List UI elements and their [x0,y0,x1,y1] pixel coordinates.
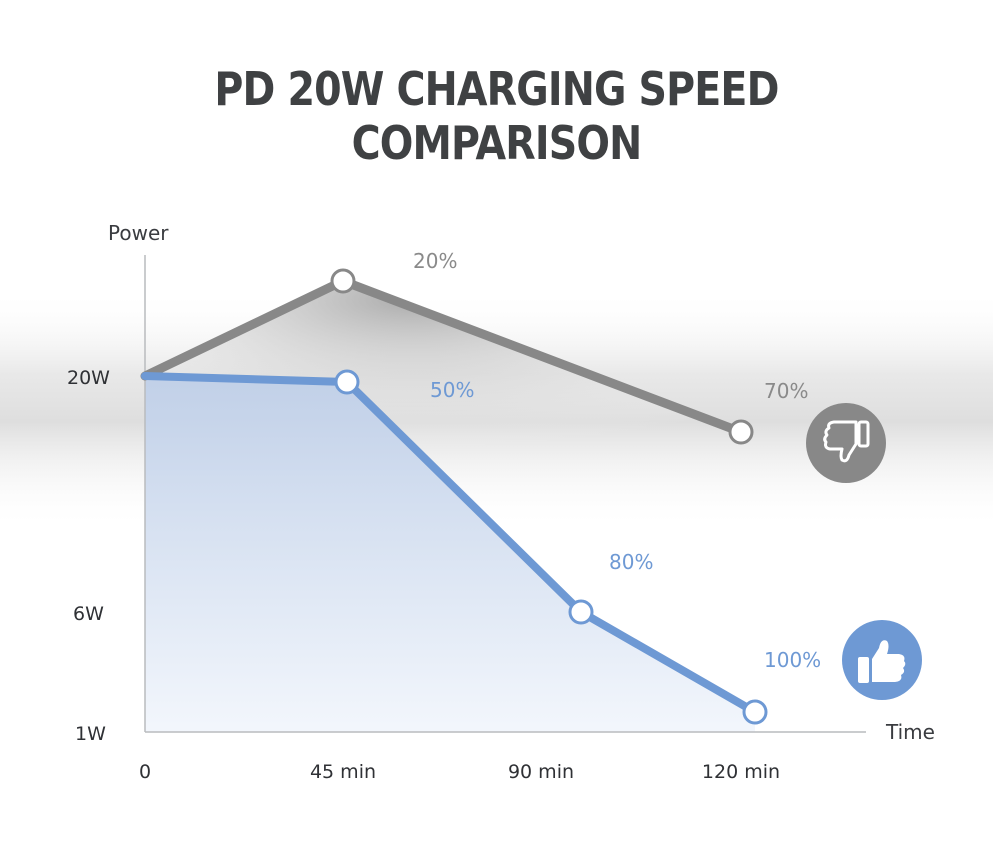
x-tick-0: 0 [139,761,151,783]
blue-series-line [141,372,759,716]
thumbs-down-icon [806,403,886,483]
gray-point-120min [728,419,754,445]
gray-point-45min [330,268,356,294]
gray-label-20: 20% [413,249,457,273]
blue-point-45min [334,369,360,395]
x-axis-title: Time [885,720,935,744]
x-tick-90: 90 min [508,761,574,783]
blue-label-100: 100% [764,648,821,672]
blue-label-50: 50% [430,378,474,402]
y-tick-20w: 20W [67,367,110,389]
gray-label-70: 70% [764,379,808,403]
blue-point-90min [568,599,594,625]
y-tick-1w: 1W [75,723,106,745]
blue-point-120min [742,699,768,725]
x-tick-45: 45 min [310,761,376,783]
blue-label-80: 80% [609,550,653,574]
y-tick-6w: 6W [73,603,104,625]
chart-title: PD 20W CHARGING SPEED COMPARISON [214,62,779,170]
x-tick-120: 120 min [702,761,780,783]
blue-series-area [145,376,755,732]
thumbs-up-icon [842,620,922,700]
y-axis-title: Power [108,221,169,245]
